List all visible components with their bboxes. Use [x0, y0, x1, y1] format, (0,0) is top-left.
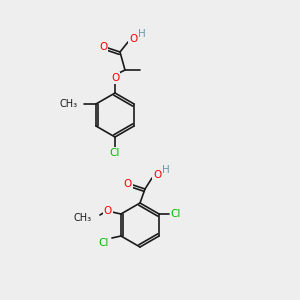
Text: O: O: [104, 206, 112, 216]
Text: Cl: Cl: [110, 148, 120, 158]
Text: O: O: [129, 34, 137, 44]
Text: H: H: [162, 165, 170, 175]
Text: Cl: Cl: [171, 209, 181, 219]
Text: O: O: [111, 73, 119, 83]
Text: O: O: [99, 42, 107, 52]
Text: Cl: Cl: [99, 238, 109, 248]
Text: O: O: [153, 170, 161, 180]
Text: CH₃: CH₃: [60, 99, 78, 109]
Text: O: O: [124, 179, 132, 189]
Text: CH₃: CH₃: [74, 213, 92, 223]
Text: H: H: [138, 29, 146, 39]
